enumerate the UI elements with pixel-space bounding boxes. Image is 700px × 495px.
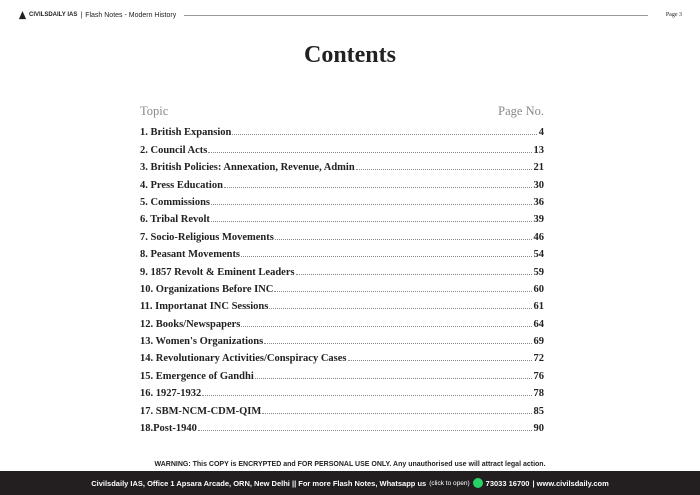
whatsapp-icon[interactable]	[472, 478, 483, 488]
toc-topic: 18.Post-1940	[140, 423, 197, 435]
toc-entry[interactable]: 2. Council Acts 13	[140, 138, 545, 156]
dot-leader	[355, 169, 532, 171]
dot-leader	[232, 134, 537, 136]
toc-entry[interactable]: 7. Socio-Religious Movements 46	[140, 225, 545, 243]
toc-page: 30	[533, 179, 545, 191]
toc-topic: 8. Peasant Movements	[140, 249, 241, 261]
click-to-open-link[interactable]: (click to open)	[429, 479, 470, 487]
toc-topic: 15. Emergence of Gandhi	[140, 370, 254, 382]
separator: |	[80, 11, 83, 19]
dot-leader	[274, 238, 532, 240]
toc-page: 72	[533, 353, 545, 365]
toc-page: 46	[533, 231, 545, 243]
toc-topic: 5. Commissions	[140, 196, 211, 208]
footer-address: Civilsdaily IAS, Office 1 Apsara Arcade,…	[91, 478, 427, 488]
dot-leader	[211, 203, 532, 205]
dot-leader	[202, 395, 532, 397]
toc-topic: 4. Press Education	[140, 179, 223, 191]
toc-topic: 14. Revolutionary Activities/Conspiracy …	[140, 353, 347, 365]
toc-entry[interactable]: 14. Revolutionary Activities/Conspiracy …	[140, 347, 544, 364]
dot-leader	[254, 377, 532, 379]
toc-entry[interactable]: 11. Importanat INC Sessions 61	[140, 295, 544, 312]
toc-page: 13	[533, 144, 545, 156]
toc-topic: 11. Importanat INC Sessions	[140, 301, 269, 313]
dot-leader	[274, 290, 532, 292]
toc-page: 21	[533, 162, 545, 174]
toc-entry[interactable]: 15. Emergence of Gandhi 76	[140, 364, 545, 382]
toc-page: 69	[533, 336, 545, 348]
document-title: Flash Notes - Modern History	[85, 11, 177, 19]
phone-number[interactable]: 73033 16700	[485, 478, 530, 488]
page-title: Contents	[303, 42, 396, 68]
dot-leader	[210, 221, 532, 223]
website-link[interactable]: | www.civilsdaily.com	[532, 478, 609, 488]
toc-page: 59	[533, 266, 545, 278]
toc-entry[interactable]: 12. Books/Newspapers 64	[140, 312, 545, 330]
warning-text: WARNING: This COPY is ENCRYPTED and FOR …	[154, 461, 546, 468]
toc-page: 4	[538, 127, 544, 139]
toc-page: 39	[533, 214, 545, 226]
toc-page: 54	[533, 249, 545, 261]
dot-leader	[197, 430, 532, 432]
toc-entry[interactable]: 18.Post-1940 90	[140, 417, 544, 434]
dot-leader	[264, 343, 532, 345]
toc-topic: 13. Women's Organizations	[140, 336, 264, 348]
header-rule	[184, 14, 648, 16]
toc-page: 61	[533, 301, 545, 313]
page-number: Page 3	[665, 12, 682, 18]
toc-topic: 10. Organizations Before INC	[140, 283, 274, 295]
topic-column-header: Topic	[140, 104, 169, 118]
toc-entry[interactable]: 10. Organizations Before INC 60	[140, 278, 544, 295]
dot-leader	[269, 308, 532, 310]
toc-page: 78	[533, 388, 545, 400]
toc-topic: 9. 1857 Revolt & Eminent Leaders	[140, 266, 295, 278]
toc-topic: 2. Council Acts	[140, 144, 208, 156]
brand-name: CIVILSDAILY IAS	[29, 12, 78, 18]
flame-icon	[18, 10, 27, 19]
dot-leader	[241, 256, 532, 258]
toc-entry[interactable]: 6. Tribal Revolt 39	[140, 208, 544, 225]
dot-leader	[241, 325, 532, 327]
toc-topic: 7. Socio-Religious Movements	[140, 231, 274, 243]
toc-page: 36	[533, 196, 545, 208]
toc-entry[interactable]: 13. Women's Organizations 69	[140, 330, 544, 347]
brand-logo: CIVILSDAILY IAS	[18, 10, 78, 20]
toc-topic: 6. Tribal Revolt	[140, 214, 210, 226]
toc-page: 64	[533, 318, 545, 330]
dot-leader	[295, 273, 532, 275]
toc-topic: 17. SBM-NCM-CDM-QIM	[140, 405, 262, 417]
page-header: CIVILSDAILY IAS | Flash Notes - Modern H…	[18, 8, 682, 22]
toc-page: 90	[533, 423, 545, 435]
toc-entry[interactable]: 16. 1927-1932 78	[140, 382, 544, 399]
toc-entry[interactable]: 1. British Expansion 4	[140, 121, 544, 138]
dot-leader	[223, 186, 532, 188]
toc-entry[interactable]: 3. British Policies: Annexation, Revenue…	[140, 156, 544, 173]
dot-leader	[208, 151, 532, 153]
toc-page: 60	[533, 283, 545, 295]
toc-page: 85	[533, 405, 545, 417]
toc-entry[interactable]: 4. Press Education 30	[140, 173, 545, 191]
toc-entry[interactable]: 17. SBM-NCM-CDM-QIM 85	[140, 399, 545, 417]
toc-entry[interactable]: 8. Peasant Movements 54	[140, 243, 544, 260]
toc-topic: 16. 1927-1932	[140, 388, 202, 400]
dot-leader	[347, 360, 532, 362]
footer-bar: Civilsdaily IAS, Office 1 Apsara Arcade,…	[0, 471, 700, 495]
toc-entry[interactable]: 9. 1857 Revolt & Eminent Leaders 59	[140, 260, 545, 278]
page-column-header: Page No.	[498, 104, 544, 118]
toc-entry[interactable]: 5. Commissions 36	[140, 191, 544, 208]
toc-header: Topic Page No.	[140, 104, 544, 121]
toc-topic: 12. Books/Newspapers	[140, 318, 241, 330]
toc-topic: 1. British Expansion	[140, 127, 232, 139]
toc-topic: 3. British Policies: Annexation, Revenue…	[140, 162, 355, 174]
toc-page: 76	[533, 370, 545, 382]
table-of-contents: Topic Page No. 1. British Expansion 4 2. C…	[140, 104, 544, 434]
dot-leader	[262, 412, 532, 414]
